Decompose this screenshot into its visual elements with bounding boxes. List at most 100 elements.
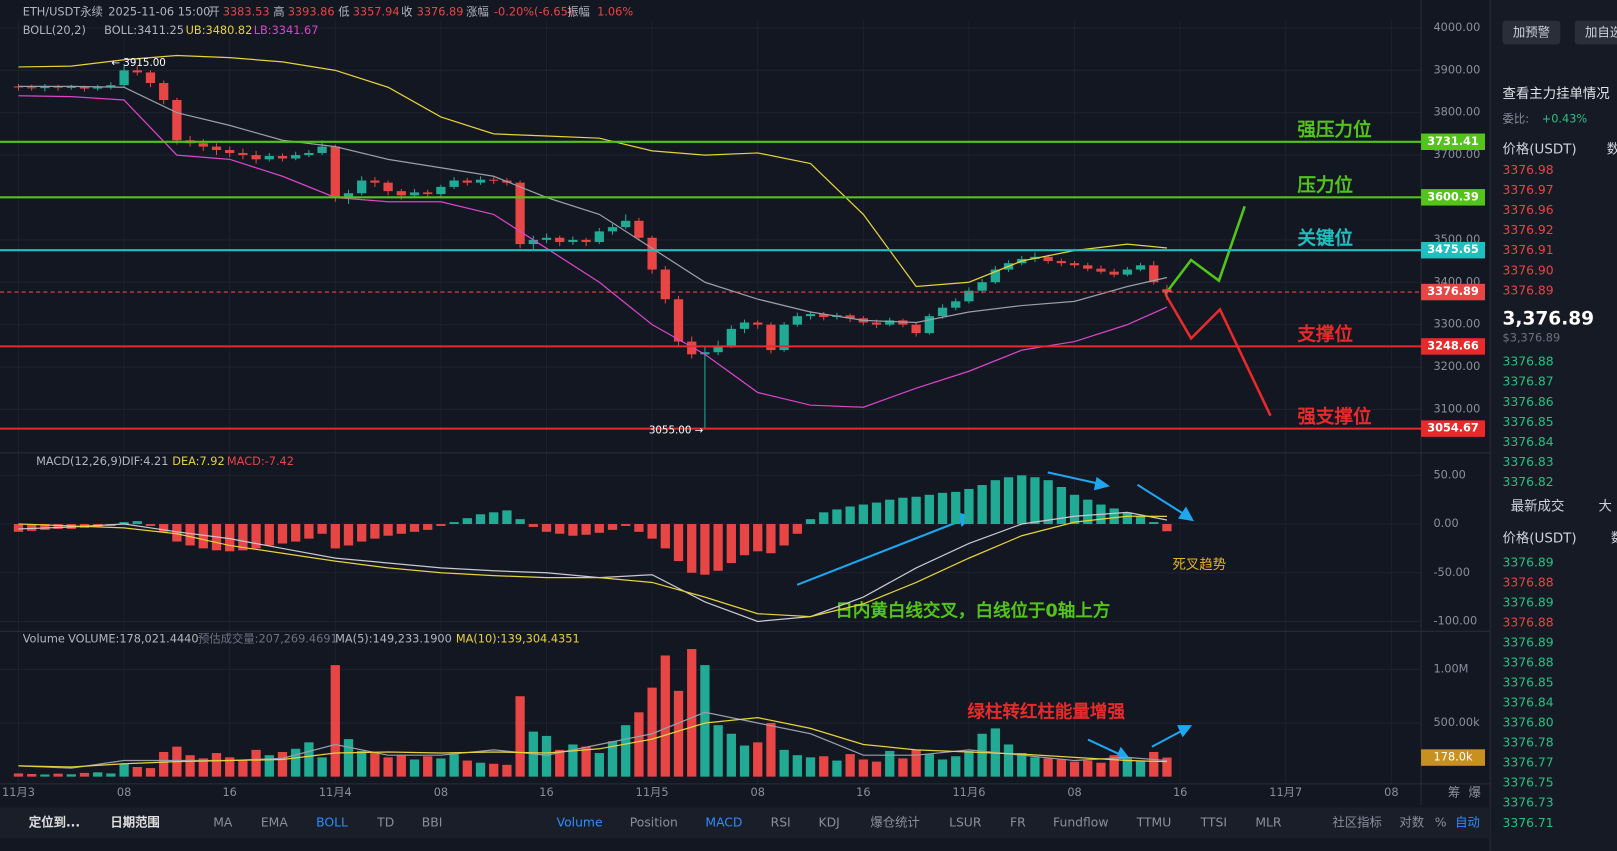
toolbar-item[interactable]: Volume <box>557 816 603 830</box>
toolbar-item[interactable]: MLR <box>1255 816 1282 830</box>
toolbar-item[interactable]: TTMU <box>1136 816 1172 830</box>
macd-bar <box>449 522 459 525</box>
trade-price: 3376.88 <box>1503 656 1554 670</box>
button-label[interactable]: 加自选 <box>1585 26 1617 40</box>
candle-body <box>370 180 380 183</box>
toolbar-button[interactable]: 定位到... <box>29 815 80 830</box>
candle-body <box>79 86 90 89</box>
macd-bar <box>423 524 433 530</box>
toolbar-item[interactable]: 对数 <box>1399 815 1424 830</box>
candle-body <box>291 155 301 159</box>
x-tick-label: 11月6 <box>952 785 985 799</box>
macd-bar <box>475 514 486 525</box>
volume-bar <box>792 755 802 777</box>
toolbar-item[interactable]: TD <box>376 816 394 830</box>
arrow <box>1087 738 1122 756</box>
volume-bar <box>951 756 961 777</box>
indicator-value: MA(10):139,304.4351 <box>456 631 580 645</box>
candle-body <box>330 146 340 198</box>
volume-bar <box>977 733 987 777</box>
candle-body <box>1135 265 1146 270</box>
volume-bar <box>383 757 393 777</box>
forecast-down <box>1164 293 1272 417</box>
candle-body <box>924 316 934 334</box>
button[interactable] <box>1502 20 1561 45</box>
x-tick-label: 16 <box>222 785 236 799</box>
y-tick-label: 3100.00 <box>1433 401 1480 415</box>
volume-bar <box>1030 757 1040 777</box>
macd-bar <box>726 524 736 564</box>
toolbar-item[interactable]: RSI <box>771 816 791 830</box>
ratio: +0.43% <box>1542 112 1588 126</box>
bid-price: 3376.83 <box>1503 455 1554 469</box>
macd-bar <box>145 524 156 526</box>
volume-bar <box>357 750 367 777</box>
volume-bar <box>436 758 446 777</box>
toolbar-item[interactable]: 自动 <box>1455 816 1480 830</box>
macd-bar <box>977 485 987 525</box>
macd-bar <box>951 491 961 525</box>
volume-bar <box>924 754 934 777</box>
x-tick-label: 11月7 <box>1269 785 1302 799</box>
candle-body <box>1149 265 1159 283</box>
bid-price: 3376.82 <box>1503 475 1554 489</box>
volume-bar <box>1109 755 1119 777</box>
toolbar-item[interactable]: LSUR <box>949 816 982 830</box>
macd-bar <box>1003 477 1014 525</box>
tab[interactable]: 最新成交 <box>1511 497 1565 514</box>
macd-bar <box>291 524 301 542</box>
volume-bar <box>898 758 908 777</box>
toolbar-item[interactable]: % <box>1435 816 1447 830</box>
volume-bar <box>607 741 618 777</box>
toolbar-item[interactable]: KDJ <box>818 816 839 830</box>
price-mark: ← 3915.00 <box>111 57 165 69</box>
button-label[interactable]: 加预警 <box>1513 25 1550 40</box>
toolbar-item[interactable]: Fundflow <box>1053 816 1108 830</box>
price-tag-label: 3054.67 <box>1427 421 1479 435</box>
level-name: 支撑位 <box>1296 324 1353 346</box>
macd-bar <box>317 524 327 534</box>
tab[interactable]: 大 <box>1598 498 1611 514</box>
toolbar-item[interactable]: 爆仓统计 <box>870 816 919 830</box>
macd-bar <box>858 504 868 525</box>
macd-bar <box>766 524 776 554</box>
corner-button[interactable]: 筹 <box>1448 785 1460 800</box>
toolbar-item[interactable]: MACD <box>705 816 742 830</box>
candle-body <box>555 237 565 242</box>
close-label: 收 <box>401 4 412 18</box>
volume-bar <box>264 755 274 777</box>
candle-body <box>977 282 987 291</box>
macd-bar <box>383 524 393 536</box>
candle-body <box>607 227 618 232</box>
y-tick-label: 1.00M <box>1433 661 1468 675</box>
toolbar-item[interactable]: BBI <box>422 816 443 830</box>
candle-body <box>106 85 116 88</box>
toolbar-item[interactable]: MA <box>213 816 233 830</box>
price-tag <box>1421 189 1485 206</box>
candle-body <box>53 86 63 88</box>
price-tag <box>1421 241 1485 259</box>
volume-bar <box>66 774 76 777</box>
trade-price: 3376.78 <box>1503 736 1554 750</box>
toolbar-item[interactable]: EMA <box>261 816 288 830</box>
volume-bar <box>185 755 195 777</box>
bid-price: 3376.88 <box>1503 355 1554 369</box>
candle-body <box>594 231 604 242</box>
toolbar-item[interactable]: TTSI <box>1200 816 1227 830</box>
volume-bar <box>1003 744 1014 777</box>
toolbar-item[interactable]: BOLL <box>316 816 348 830</box>
button[interactable] <box>1574 20 1617 45</box>
price-tag <box>1421 283 1485 301</box>
volume-bar <box>211 753 222 777</box>
level-name: 强压力位 <box>1297 119 1372 141</box>
candle-body <box>515 182 525 245</box>
corner-button[interactable]: 爆 <box>1469 786 1482 800</box>
toolbar-item[interactable]: 社区指标 <box>1332 815 1381 830</box>
toolbar-item[interactable]: Position <box>630 816 678 830</box>
macd-bar <box>119 522 129 525</box>
macd-bar <box>937 492 948 525</box>
toolbar-item[interactable]: FR <box>1010 816 1026 830</box>
macd-bar <box>172 524 182 542</box>
toolbar-button[interactable]: 日期范围 <box>110 815 159 830</box>
macd-bar <box>1017 475 1027 525</box>
